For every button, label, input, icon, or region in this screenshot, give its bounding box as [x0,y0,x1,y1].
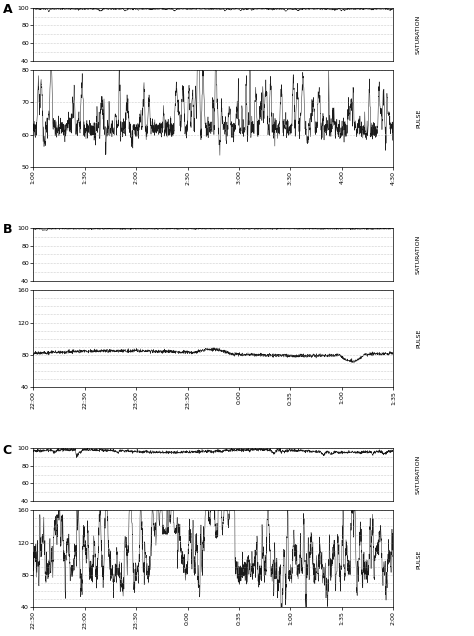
Y-axis label: SATURATION: SATURATION [416,15,421,54]
Text: C: C [2,443,12,457]
Y-axis label: SATURATION: SATURATION [416,235,421,274]
Text: B: B [2,223,12,237]
Text: A: A [2,3,12,17]
Y-axis label: PULSE: PULSE [416,109,421,128]
Y-axis label: PULSE: PULSE [416,329,421,349]
Y-axis label: SATURATION: SATURATION [416,455,421,494]
Y-axis label: PULSE: PULSE [416,549,421,569]
